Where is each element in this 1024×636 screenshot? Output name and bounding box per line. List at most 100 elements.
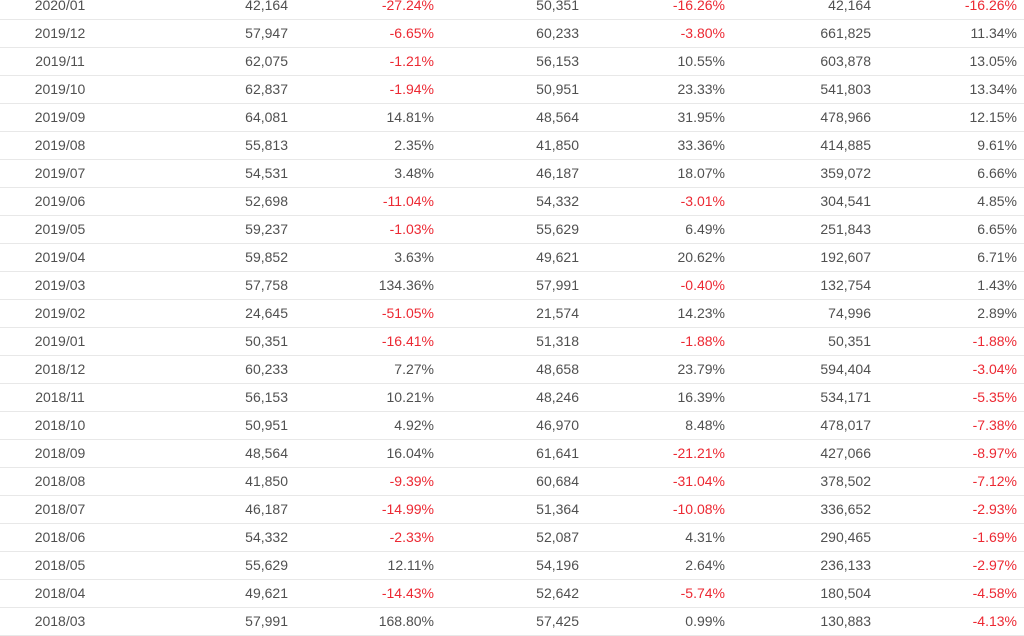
cumulative-change-cell: -1.88% — [972, 333, 1017, 349]
cumulative-cell: 251,843 — [820, 221, 871, 237]
month-cell: 2019/08 — [34, 137, 86, 153]
cumulative-cell: 603,878 — [820, 53, 871, 69]
change-cell: 3.48% — [394, 165, 434, 181]
prev-value-cell: 48,658 — [536, 361, 579, 377]
cumulative-change-cell: 11.34% — [970, 25, 1017, 41]
table-row: 2018/07 46,187 -14.99% 51,364 -10.08% 336,652… — [0, 496, 1024, 524]
cumulative-change-cell: -7.12% — [972, 473, 1017, 489]
prev-change-cell: -21.21% — [672, 445, 725, 461]
prev-value-cell: 46,970 — [536, 417, 579, 433]
prev-value-cell: 56,153 — [536, 53, 579, 69]
cumulative-change-cell: -3.04% — [972, 361, 1017, 377]
cumulative-change-cell: 4.85% — [977, 193, 1017, 209]
cumulative-change-cell: -2.93% — [972, 501, 1017, 517]
change-cell: -6.65% — [389, 25, 434, 41]
prev-value-cell: 57,425 — [536, 613, 579, 629]
prev-value-cell: 61,641 — [536, 445, 579, 461]
change-cell: -9.39% — [389, 473, 434, 489]
prev-value-cell: 48,564 — [536, 109, 579, 125]
table-row: 2018/04 49,621 -14.43% 52,642 -5.74% 180,504 -… — [0, 580, 1024, 608]
table-row: 2018/12 60,233 7.27% 48,658 23.79% 594,404 -3.… — [0, 356, 1024, 384]
prev-change-cell: 16.39% — [677, 389, 725, 405]
cumulative-cell: 42,164 — [828, 0, 871, 13]
value-cell: 62,075 — [245, 53, 288, 69]
change-cell: -51.05% — [381, 305, 434, 321]
prev-value-cell: 57,991 — [536, 277, 579, 293]
value-cell: 57,991 — [245, 613, 288, 629]
cumulative-change-cell: -5.35% — [972, 389, 1017, 405]
table-row: 2018/08 41,850 -9.39% 60,684 -31.04% 378,502 -… — [0, 468, 1024, 496]
prev-change-cell: 20.62% — [677, 249, 725, 265]
cumulative-change-cell: -4.58% — [972, 585, 1017, 601]
month-cell: 2018/08 — [34, 473, 86, 489]
prev-change-cell: 6.49% — [685, 221, 725, 237]
change-cell: 7.27% — [394, 361, 434, 377]
month-cell: 2019/12 — [34, 25, 86, 41]
change-cell: 10.21% — [386, 389, 434, 405]
prev-change-cell: -3.01% — [680, 193, 725, 209]
value-cell: 24,645 — [245, 305, 288, 321]
month-cell: 2018/05 — [34, 557, 86, 573]
prev-value-cell: 50,351 — [536, 0, 579, 13]
cumulative-change-cell: -16.26% — [964, 0, 1017, 13]
change-cell: 16.04% — [386, 445, 434, 461]
table-row: 2018/09 48,564 16.04% 61,641 -21.21% 427,066 -… — [0, 440, 1024, 468]
change-cell: -14.99% — [381, 501, 434, 517]
cumulative-change-cell: 6.66% — [977, 165, 1017, 181]
table-row: 2018/11 56,153 10.21% 48,246 16.39% 534,171 -5… — [0, 384, 1024, 412]
cumulative-cell: 594,404 — [820, 361, 871, 377]
cumulative-change-cell: -4.13% — [972, 613, 1017, 629]
prev-value-cell: 48,246 — [536, 389, 579, 405]
month-cell: 2018/07 — [34, 501, 86, 517]
cumulative-change-cell: 1.43% — [977, 277, 1017, 293]
prev-change-cell: 2.64% — [685, 557, 725, 573]
cumulative-cell: 378,502 — [820, 473, 871, 489]
cumulative-change-cell: 13.05% — [969, 53, 1017, 69]
month-cell: 2018/10 — [34, 417, 86, 433]
cumulative-change-cell: 9.61% — [977, 137, 1017, 153]
cumulative-cell: 304,541 — [820, 193, 871, 209]
value-cell: 54,531 — [245, 165, 288, 181]
value-cell: 50,951 — [245, 417, 288, 433]
cumulative-change-cell: 6.71% — [977, 249, 1017, 265]
prev-value-cell: 46,187 — [536, 165, 579, 181]
change-cell: 134.36% — [378, 277, 434, 293]
month-cell: 2019/06 — [34, 193, 86, 209]
month-cell: 2019/10 — [34, 81, 86, 97]
prev-change-cell: -31.04% — [672, 473, 725, 489]
table-row: 2019/06 52,698 -11.04% 54,332 -3.01% 304,541 4… — [0, 188, 1024, 216]
change-cell: 4.92% — [394, 417, 434, 433]
cumulative-change-cell: 12.15% — [969, 109, 1017, 125]
month-cell: 2019/07 — [34, 165, 86, 181]
table-row: 2019/02 24,645 -51.05% 21,574 14.23% 74,996 2.… — [0, 300, 1024, 328]
cumulative-cell: 74,996 — [828, 305, 871, 321]
table-row: 2020/01 42,164 -27.24% 50,351 -16.26% 42,164 -… — [0, 0, 1024, 20]
prev-value-cell: 51,318 — [536, 333, 579, 349]
table-row: 2019/10 62,837 -1.94% 50,951 23.33% 541,803 13… — [0, 76, 1024, 104]
table-row: 2019/09 64,081 14.81% 48,564 31.95% 478,966 12… — [0, 104, 1024, 132]
value-cell: 59,852 — [245, 249, 288, 265]
cumulative-cell: 180,504 — [820, 585, 871, 601]
table-row: 2019/03 57,758 134.36% 57,991 -0.40% 132,754 1… — [0, 272, 1024, 300]
prev-value-cell: 50,951 — [536, 81, 579, 97]
cumulative-cell: 50,351 — [828, 333, 871, 349]
change-cell: 3.63% — [394, 249, 434, 265]
cumulative-change-cell: 13.34% — [969, 81, 1017, 97]
value-cell: 49,621 — [245, 585, 288, 601]
value-cell: 42,164 — [245, 0, 288, 13]
value-cell: 48,564 — [245, 445, 288, 461]
cumulative-cell: 192,607 — [820, 249, 871, 265]
prev-value-cell: 55,629 — [536, 221, 579, 237]
prev-change-cell: -10.08% — [672, 501, 725, 517]
prev-value-cell: 52,642 — [536, 585, 579, 601]
prev-value-cell: 52,087 — [536, 529, 579, 545]
month-cell: 2018/06 — [34, 529, 86, 545]
cumulative-cell: 130,883 — [820, 613, 871, 629]
month-cell: 2018/03 — [34, 613, 86, 629]
prev-value-cell: 41,850 — [536, 137, 579, 153]
month-cell: 2019/01 — [34, 333, 86, 349]
prev-value-cell: 54,196 — [536, 557, 579, 573]
month-cell: 2019/05 — [34, 221, 86, 237]
value-cell: 57,758 — [245, 277, 288, 293]
